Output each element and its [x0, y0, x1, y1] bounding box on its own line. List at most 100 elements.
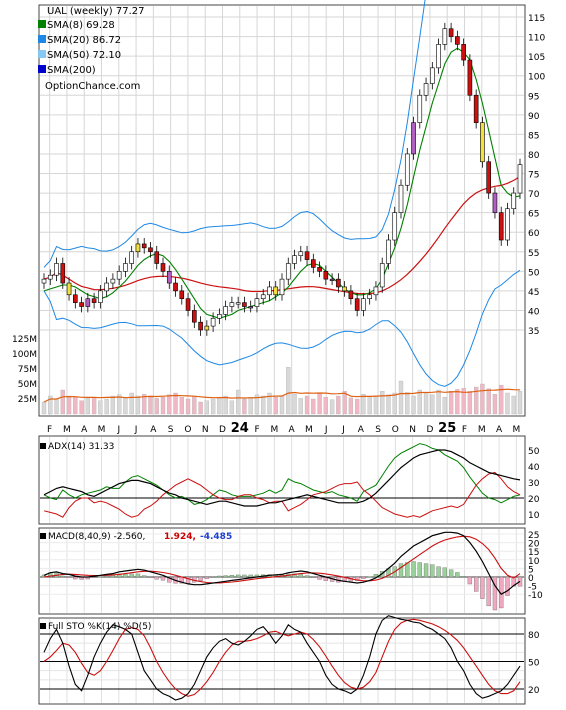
- candle-body: [210, 317, 216, 327]
- x-axis-label: F: [47, 425, 52, 435]
- candle-body: [279, 278, 285, 296]
- macd-panel-frame: [38, 527, 526, 615]
- volume-bar: [467, 391, 473, 415]
- candle-body: [141, 243, 147, 249]
- candle-body: [235, 302, 241, 305]
- x-axis-label: J: [116, 425, 120, 435]
- macd-histogram-bar: [311, 576, 316, 578]
- price-legend: UAL (weekly) 77.27 SMA(8) 69.28 SMA(20) …: [38, 6, 145, 92]
- candle-body: [41, 278, 47, 284]
- price-tick-label: 35: [528, 327, 539, 337]
- x-axis-label: D: [426, 425, 433, 435]
- stochastic-panel-frame: [38, 617, 526, 705]
- volume-bar: [311, 398, 316, 415]
- macd-histogram-bar: [398, 563, 404, 578]
- macd-signal-value: 1.924,: [164, 532, 196, 542]
- macd-histogram-bar: [505, 576, 510, 596]
- adx-tick-label: 10: [528, 511, 540, 521]
- candle-body: [85, 298, 91, 307]
- volume-bar: [480, 383, 485, 415]
- volume-bar: [192, 395, 197, 415]
- x-axis-label: M: [305, 425, 313, 435]
- stochastic-tick-label: 50: [528, 659, 540, 669]
- x-axis-label: S: [375, 425, 381, 435]
- price-tick-label: 60: [528, 229, 540, 239]
- candle-body: [411, 122, 416, 155]
- candle-body: [386, 239, 391, 264]
- volume-bar: [317, 392, 322, 415]
- sma8-swatch: [38, 20, 46, 28]
- price-tick-label: 95: [528, 92, 539, 102]
- macd-histogram-bar: [66, 576, 72, 578]
- volume-bar: [41, 401, 47, 415]
- volume-bar: [223, 395, 228, 415]
- adx-panel-frame: [38, 435, 526, 525]
- stochastic-k-line: [43, 615, 521, 701]
- volume-bar: [398, 380, 404, 415]
- candle-body: [198, 321, 203, 331]
- x-axis-label: F: [462, 425, 467, 435]
- price-tick-label: 55: [528, 249, 539, 259]
- x-axis-label: J: [134, 425, 138, 435]
- macd-histogram-bar: [467, 576, 473, 585]
- axis-layer: F M A M J J A S O N D 24 F M A M J J A S O N D 25 F M A M3540455055…: [12, 14, 545, 696]
- candle-body: [348, 290, 354, 299]
- x-axis-label: A: [358, 425, 365, 435]
- macd-tick-label: -10: [528, 591, 543, 601]
- macd-histogram-bar: [423, 563, 429, 578]
- candle-body: [354, 298, 360, 311]
- bollinger-lower-band: [43, 269, 521, 387]
- volume-bar: [79, 400, 84, 415]
- candle-body: [91, 298, 97, 303]
- adx-tick-label: 30: [528, 479, 540, 489]
- price-layer: [41, 0, 523, 387]
- x-axis-label: F: [254, 425, 259, 435]
- macd-histogram-bar: [185, 576, 191, 584]
- ticker-label: UAL (weekly) 77.27: [47, 6, 145, 17]
- macd-histogram-bar: [73, 576, 78, 580]
- volume-bar: [91, 397, 97, 415]
- macd-histogram-bar: [223, 575, 228, 578]
- macd-histogram-bar: [455, 572, 460, 578]
- macd-histogram-bar: [204, 576, 209, 579]
- adx-line: [43, 449, 521, 507]
- macd-histogram-bar: [474, 576, 479, 592]
- volume-bar: [517, 391, 523, 415]
- adx-swatch: [40, 443, 46, 449]
- candle-body: [311, 259, 316, 268]
- candle-body: [323, 271, 329, 280]
- x-axis-label: S: [168, 425, 174, 435]
- sma200-legend: SMA(200): [47, 65, 96, 76]
- volume-bar: [66, 395, 72, 415]
- volume-bar: [348, 397, 354, 415]
- volume-bar: [448, 391, 454, 415]
- volume-layer: [41, 367, 523, 415]
- volume-bar: [492, 394, 498, 415]
- candle-body: [185, 298, 191, 311]
- candle-body: [361, 298, 366, 311]
- x-axis-label: A: [150, 425, 157, 435]
- candle-body: [273, 286, 279, 296]
- adx-minus-di-line: [43, 471, 521, 518]
- volume-bar: [210, 398, 216, 415]
- macd-histogram-bar: [486, 576, 491, 607]
- volume-bar: [123, 397, 128, 415]
- price-tick-label: 105: [528, 53, 545, 63]
- candle-body: [505, 208, 510, 241]
- candle-body: [436, 44, 441, 69]
- volume-bar: [286, 367, 291, 415]
- volume-bar: [248, 397, 253, 415]
- x-axis-label: M: [63, 425, 71, 435]
- x-axis-label: N: [202, 425, 209, 435]
- volume-bar: [292, 394, 297, 415]
- volume-bar: [236, 389, 241, 415]
- volume-bar: [373, 395, 379, 415]
- volume-bar: [455, 389, 460, 415]
- volume-bar: [505, 392, 510, 415]
- volume-bar: [430, 394, 435, 415]
- x-axis-label: O: [392, 425, 399, 435]
- price-tick-label: 80: [528, 151, 540, 161]
- macd-histogram-bar: [417, 562, 422, 578]
- price-panel-frame: [38, 4, 526, 417]
